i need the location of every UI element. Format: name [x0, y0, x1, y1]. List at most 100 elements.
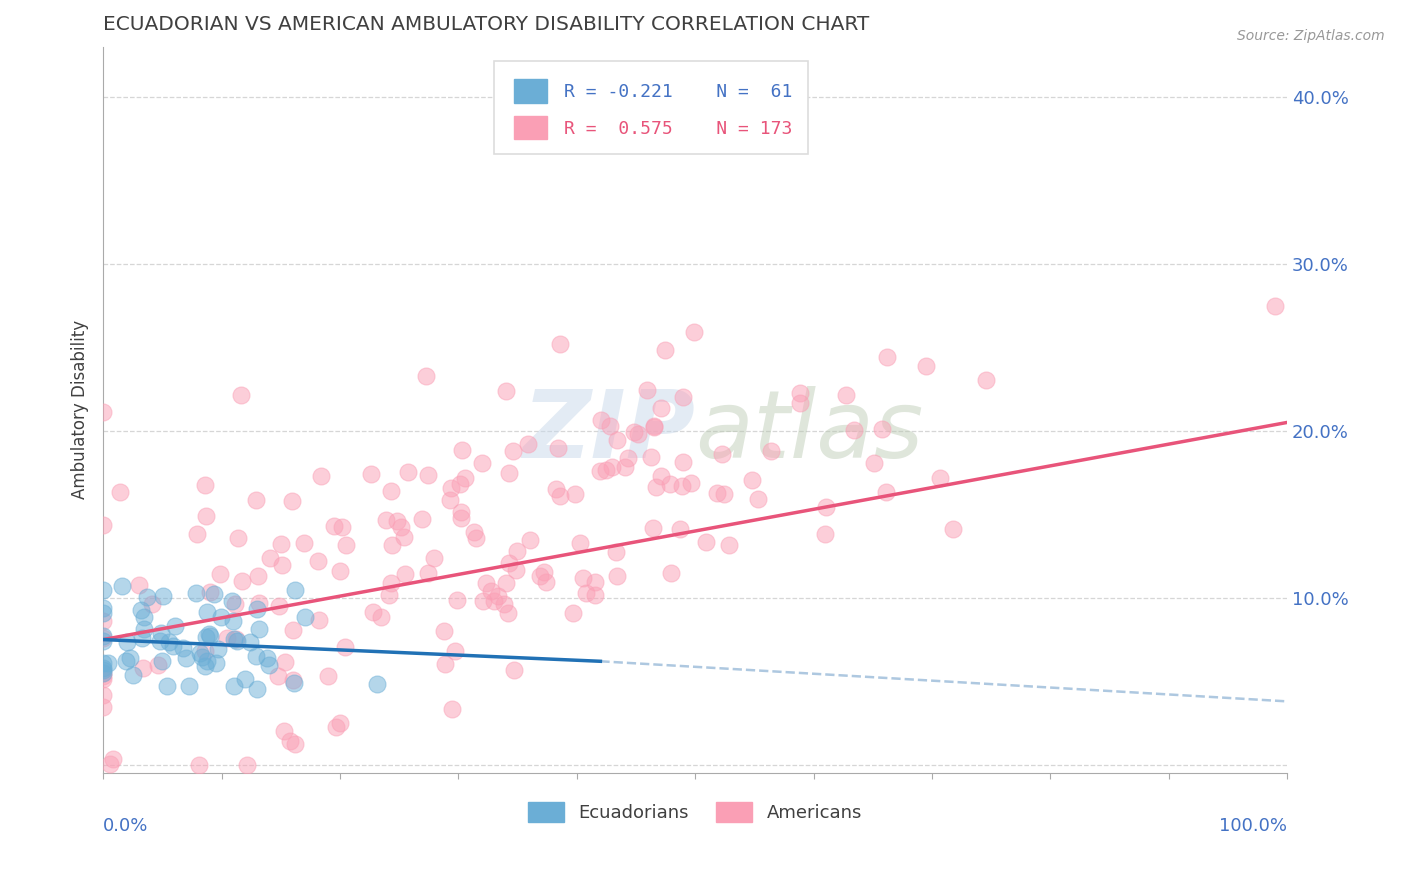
Point	[374, 512, 396, 526]
Point	[225, 632, 247, 646]
Point	[91, 631, 114, 645]
Text: ZIP: ZIP	[522, 385, 695, 478]
Point	[486, 590, 509, 604]
Point	[671, 479, 693, 493]
Point	[575, 586, 598, 600]
Point	[498, 466, 520, 480]
Point	[91, 518, 114, 533]
Point	[392, 530, 415, 544]
Point	[120, 651, 142, 665]
Point	[267, 668, 290, 682]
Point	[207, 641, 229, 656]
Point	[643, 521, 665, 535]
Text: 0.0%: 0.0%	[103, 817, 149, 835]
Point	[361, 605, 384, 619]
Point	[194, 643, 217, 657]
Point	[544, 482, 567, 496]
Point	[471, 456, 494, 470]
Point	[683, 325, 706, 339]
Point	[309, 468, 332, 483]
Point	[759, 444, 782, 458]
Point	[411, 512, 433, 526]
Point	[249, 596, 271, 610]
Point	[308, 613, 330, 627]
Point	[97, 656, 120, 670]
Point	[91, 666, 114, 681]
Point	[316, 668, 339, 682]
Point	[450, 505, 472, 519]
Point	[434, 657, 457, 672]
Point	[378, 589, 401, 603]
Point	[415, 368, 437, 383]
Point	[132, 610, 155, 624]
Point	[103, 752, 125, 766]
Point	[239, 635, 262, 649]
Point	[128, 578, 150, 592]
Point	[385, 514, 408, 528]
Point	[440, 702, 463, 716]
Point	[471, 594, 494, 608]
Point	[221, 593, 243, 607]
Point	[194, 478, 217, 492]
Point	[548, 489, 571, 503]
Point	[789, 396, 811, 410]
Point	[479, 584, 502, 599]
Point	[380, 576, 402, 591]
Point	[281, 623, 304, 637]
Point	[643, 418, 665, 433]
Point	[195, 654, 218, 668]
Point	[150, 626, 173, 640]
Point	[335, 640, 357, 654]
Point	[329, 564, 352, 578]
Point	[195, 630, 218, 644]
Point	[236, 757, 259, 772]
Point	[915, 359, 938, 373]
Point	[322, 519, 344, 533]
Point	[389, 520, 412, 534]
Point	[122, 667, 145, 681]
Text: Source: ZipAtlas.com: Source: ZipAtlas.com	[1237, 29, 1385, 43]
Point	[517, 437, 540, 451]
Point	[741, 473, 763, 487]
Point	[433, 624, 456, 639]
Point	[91, 656, 114, 670]
Point	[188, 757, 211, 772]
Point	[606, 569, 628, 583]
Point	[233, 672, 256, 686]
Point	[259, 658, 281, 673]
Point	[208, 566, 231, 581]
Point	[136, 590, 159, 604]
Point	[163, 619, 186, 633]
Point	[129, 603, 152, 617]
Point	[186, 526, 208, 541]
Point	[194, 659, 217, 673]
Point	[394, 566, 416, 581]
Point	[863, 456, 886, 470]
Point	[273, 723, 295, 738]
Point	[149, 634, 172, 648]
Point	[245, 648, 267, 663]
Point	[654, 343, 676, 358]
Point	[270, 537, 292, 551]
Point	[548, 337, 571, 351]
Point	[280, 734, 302, 748]
Point	[162, 640, 184, 654]
Point	[679, 475, 702, 490]
Point	[91, 404, 114, 418]
Point	[695, 535, 717, 549]
Point	[256, 651, 278, 665]
Point	[281, 673, 304, 687]
Point	[148, 658, 170, 673]
Point	[202, 587, 225, 601]
Point	[91, 634, 114, 648]
Point	[115, 654, 138, 668]
Text: atlas: atlas	[695, 386, 924, 477]
Point	[174, 650, 197, 665]
Point	[440, 481, 463, 495]
Point	[194, 508, 217, 523]
Point	[974, 373, 997, 387]
Point	[172, 640, 194, 655]
FancyBboxPatch shape	[494, 62, 807, 154]
Point	[614, 460, 637, 475]
Point	[506, 543, 529, 558]
